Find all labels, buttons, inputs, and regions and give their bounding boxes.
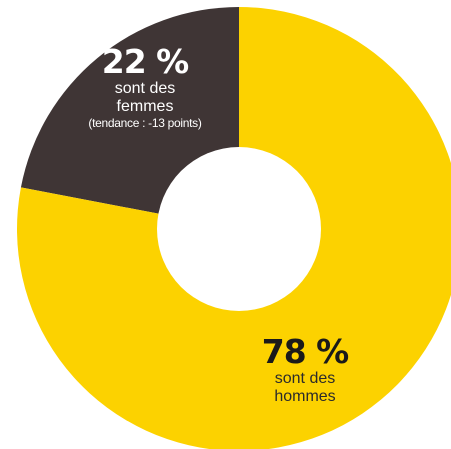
men-slice-label: 78 % sont des hommes [240,334,370,406]
women-trend-note: (tendance : -13 points) [88,116,202,130]
women-line2: femmes [116,98,174,115]
women-slice-label: 22 % sont des femmes (tendance : -13 poi… [50,44,240,131]
donut-hole [157,147,321,311]
men-line1: sont des [274,370,336,387]
women-line1: sont des [114,80,176,97]
women-percent: 22 % [101,42,189,81]
men-line2: hommes [274,388,336,405]
men-percent: 78 % [261,332,349,371]
slice-men [17,7,451,449]
